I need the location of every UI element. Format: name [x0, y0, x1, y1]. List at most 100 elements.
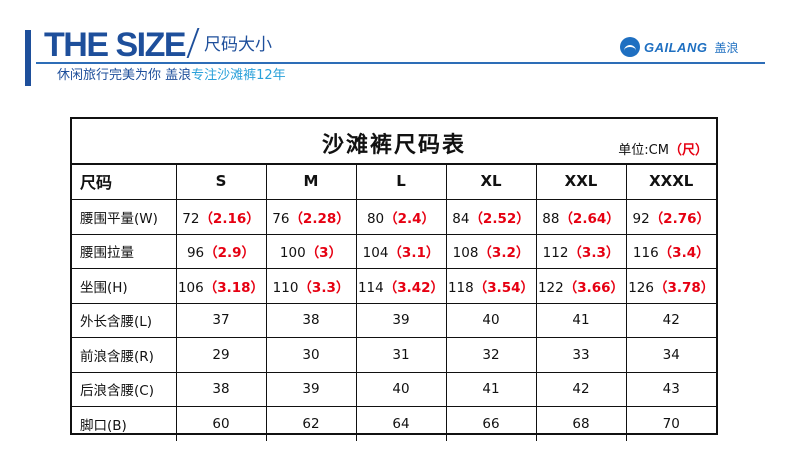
title-slash [186, 28, 200, 58]
unit-paren: （尺） [668, 143, 708, 158]
cell-value: 114 [357, 279, 384, 296]
cell-value: 37 [212, 312, 230, 329]
table-row: 后浪含腰(C) 38 39 40 41 42 43 [72, 371, 716, 407]
size-grid: 尺码 S M L XL XXL XXXL 腰围平量(W) 72（2.16） 76（2.28） 80（… [72, 163, 716, 441]
column-header-size: XXL [535, 163, 627, 200]
cell-value: 80 [366, 210, 385, 227]
table-cell: 80（2.4） [355, 199, 447, 235]
row-label: 脚口(B) [72, 406, 177, 441]
table-cell: 40 [445, 302, 537, 338]
table-cell: 39 [355, 302, 447, 338]
cell-value: 39 [392, 312, 410, 329]
unit-text: 单位:CM [618, 143, 669, 158]
table-cell: 114（3.42） [355, 268, 447, 304]
cell-value-chi: （3.4） [658, 245, 710, 262]
table-cell: 43 [625, 371, 716, 407]
cell-value-chi: （2.76） [649, 210, 710, 227]
table-cell: 122（3.66） [535, 268, 627, 304]
cell-value-chi: （3） [305, 245, 343, 262]
column-header-size: XL [445, 163, 537, 200]
cell-value: 38 [302, 312, 320, 329]
wave-logo-icon [620, 37, 640, 57]
cell-value: 33 [572, 346, 590, 363]
row-label: 前浪含腰(R) [72, 337, 177, 373]
accent-bar [25, 30, 31, 86]
cell-value-chi: （2.4） [384, 210, 436, 227]
page-header: THE SIZE 尺码大小 GAILANG 盖浪 休闲旅行完美为你 盖浪专注沙滩… [0, 0, 790, 95]
cell-value: 40 [482, 312, 500, 329]
table-cell: 110（3.3） [265, 268, 357, 304]
table-cell: 31 [355, 337, 447, 373]
size-grid-body: 尺码 S M L XL XXL XXXL 腰围平量(W) 72（2.16） 76（2.28） 80（… [72, 163, 716, 441]
table-cell: 41 [445, 371, 537, 407]
cell-value: 106 [177, 279, 204, 296]
table-cell: 76（2.28） [265, 199, 357, 235]
cell-value: 42 [572, 381, 590, 398]
table-row: 腰围拉量 96（2.9） 100（3） 104（3.1） 108（3.2） 112（3.3… [72, 233, 716, 269]
cell-value-chi: （3.2） [478, 245, 530, 262]
header-divider [36, 62, 765, 64]
title-cn: 尺码大小 [204, 35, 272, 55]
cell-value: 41 [482, 381, 500, 398]
column-header-size: L [355, 163, 447, 200]
cell-value: 84 [452, 210, 470, 227]
table-cell: 64 [355, 406, 447, 441]
column-header-label: 尺码 [72, 163, 177, 200]
cell-value-chi: （3.66） [563, 279, 625, 296]
table-cell: 92（2.76） [625, 199, 716, 235]
row-label: 外长含腰(L) [72, 302, 177, 338]
brand-name: GAILANG [644, 39, 708, 55]
cell-value: 88 [542, 210, 560, 227]
table-cell: 88（2.64） [535, 199, 627, 235]
table-row: 外长含腰(L) 37 38 39 40 41 42 [72, 302, 716, 338]
table-cell: 40 [355, 371, 447, 407]
row-label: 后浪含腰(C) [72, 371, 177, 407]
cell-value: 60 [212, 415, 230, 432]
cell-value-chi: （2.9） [204, 245, 256, 262]
table-cell: 104（3.1） [355, 233, 447, 269]
table-cell: 106（3.18） [175, 268, 267, 304]
cell-value-chi: （3.3） [568, 245, 620, 262]
cell-value: 41 [572, 312, 590, 329]
cell-value: 38 [212, 381, 230, 398]
table-cell: 126（3.78） [625, 268, 716, 304]
title-en: THE SIZE [44, 26, 187, 64]
cell-value: 62 [302, 415, 320, 432]
cell-value: 72 [182, 210, 200, 227]
subtitle-part1: 休闲旅行完美为你 盖浪 [57, 68, 192, 83]
table-cell: 32 [445, 337, 537, 373]
cell-value-chi: （3.18） [203, 279, 265, 296]
cell-value: 31 [392, 346, 410, 363]
table-cell: 72（2.16） [175, 199, 267, 235]
cell-value: 32 [482, 346, 500, 363]
cell-value-chi: （3.42） [383, 279, 445, 296]
table-title-row: 沙滩裤尺码表 单位:CM（尺） [72, 119, 716, 165]
table-cell: 68 [535, 406, 627, 441]
table-cell: 38 [265, 302, 357, 338]
brand-logo-group: GAILANG 盖浪 [620, 37, 738, 57]
table-cell: 112（3.3） [535, 233, 627, 269]
table-cell: 42 [535, 371, 627, 407]
table-cell: 118（3.54） [445, 268, 537, 304]
column-header-size: XXXL [625, 163, 716, 200]
cell-value: 96 [186, 245, 205, 262]
cell-value: 42 [662, 312, 680, 329]
cell-value: 40 [392, 381, 410, 398]
cell-value-chi: （3.54） [473, 279, 535, 296]
table-cell: 70 [625, 406, 716, 441]
cell-value: 92 [632, 210, 650, 227]
cell-value: 43 [662, 381, 680, 398]
cell-value: 64 [392, 415, 410, 432]
table-cell: 34 [625, 337, 716, 373]
table-cell: 84（2.52） [445, 199, 537, 235]
cell-value: 76 [272, 210, 290, 227]
column-header-size: S [175, 163, 267, 200]
cell-value-chi: （3.3） [298, 279, 350, 296]
brand-cn: 盖浪 [714, 40, 739, 55]
subtitle: 休闲旅行完美为你 盖浪专注沙滩裤12年 [57, 67, 286, 85]
cell-value: 66 [482, 415, 500, 432]
cell-value: 39 [302, 381, 320, 398]
cell-value: 29 [212, 346, 230, 363]
table-cell: 62 [265, 406, 357, 441]
row-label: 腰围拉量 [72, 233, 177, 269]
